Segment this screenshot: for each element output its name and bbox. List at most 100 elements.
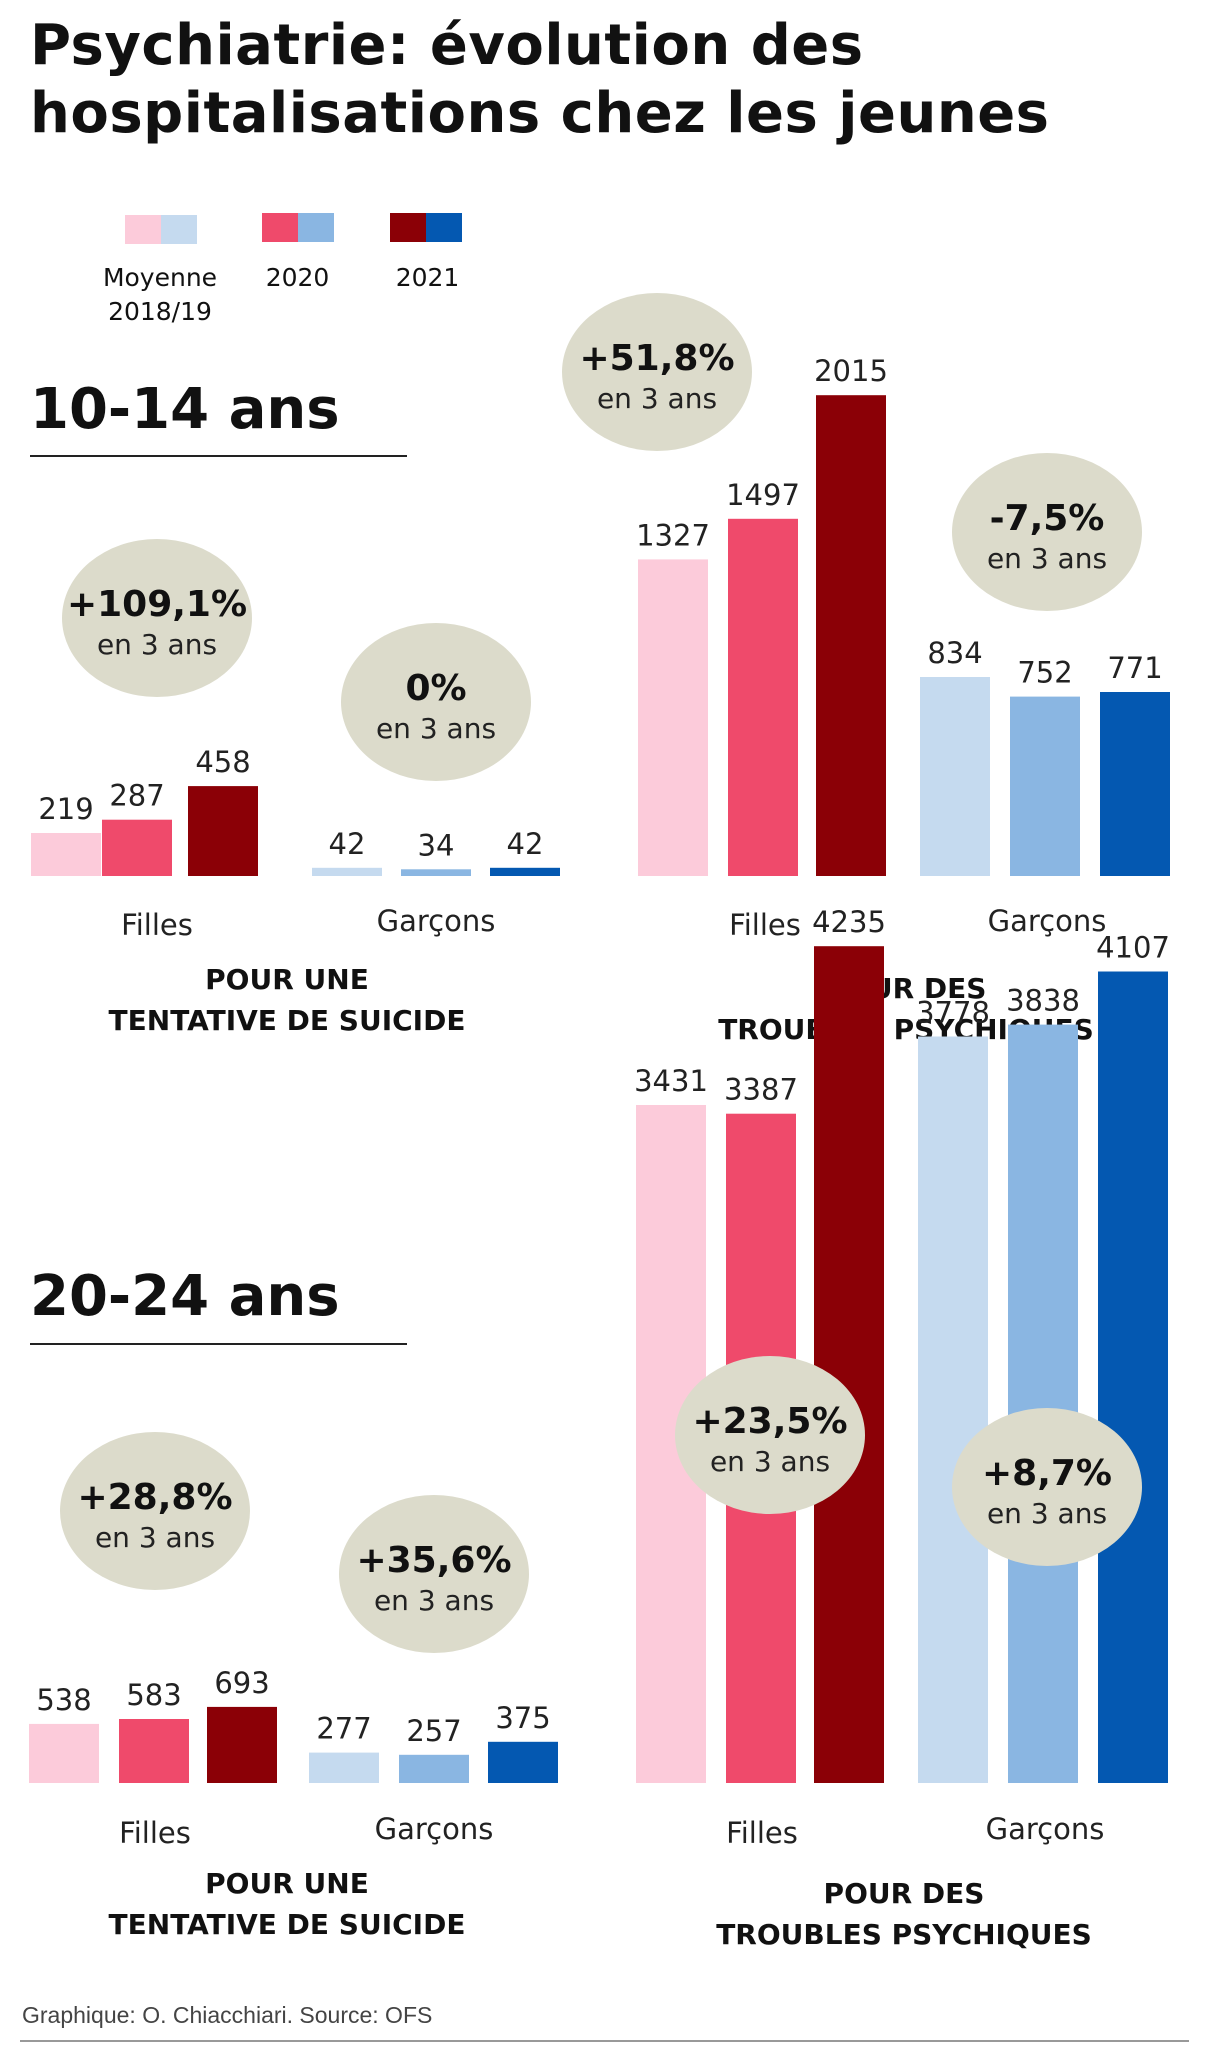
value-label: 3778 [916,996,990,1030]
page-title: Psychiatrie: évolution des hospitalisati… [30,13,1050,146]
change-value: +28,8% [77,1477,232,1518]
value-label: 257 [406,1714,461,1748]
change-value: +51,8% [579,338,734,379]
change-value: 0% [405,668,466,709]
change-bubble [60,1432,250,1590]
legend-swatch-avg-girls [125,215,161,244]
bar-chart4-filles-s3 [814,946,884,1783]
bar-chart4-garcons-s2 [1008,1024,1078,1783]
bar-chart3-filles-s3 [207,1706,277,1783]
value-label: 693 [214,1666,269,1700]
change-sublabel: en 3 ans [597,382,717,415]
bar-chart1-garcons-s2 [401,869,471,876]
bar-chart2-filles-s3 [816,395,886,876]
legend-swatch-2021-boys [426,213,462,242]
change-value: -7,5% [990,498,1105,539]
value-label: 34 [418,828,455,862]
change-sublabel: en 3 ans [710,1445,830,1478]
value-label: 771 [1107,651,1162,685]
value-label: 4235 [812,905,886,939]
chart-title-line2: TENTATIVE DE SUICIDE [109,1908,466,1941]
value-label: 3431 [634,1064,708,1098]
bar-chart1-garcons-s1 [312,867,382,876]
category-label: Filles [121,908,193,942]
category-label: Filles [729,908,801,942]
legend-swatch-2021-girls [390,213,426,242]
legend-swatch-2020-girls [262,213,298,242]
value-label: 375 [495,1701,550,1735]
section-rule-20-24 [30,1343,407,1345]
value-label: 1497 [726,478,800,512]
change-bubble [341,623,531,781]
bar-chart1-filles-s2 [102,819,172,876]
bar-chart3-garcons-s3 [488,1741,558,1783]
value-label: 277 [316,1712,371,1746]
footer-rule [20,2040,1189,2042]
bar-chart2-garcons-s1 [920,677,990,876]
bar-chart3-garcons-s1 [309,1752,379,1783]
chart-title-line1: POUR DES [824,1877,985,1910]
bar-chart3-garcons-s2 [399,1754,469,1783]
value-label: 3838 [1006,984,1080,1018]
legend-swatch-2020-boys [298,213,334,242]
legend-label-avg: Moyenne 2018/19 [90,261,230,329]
category-label: Garçons [375,1812,494,1846]
value-label: 287 [109,779,164,813]
value-label: 538 [36,1683,91,1717]
value-label: 752 [1017,656,1072,690]
chart-title-line2: TROUBLES PSYCHIQUES [716,1918,1092,1951]
bar-chart1-filles-s3 [188,786,258,876]
value-label: 834 [927,636,982,670]
section-heading-10-14: 10-14 ans [30,377,340,442]
bar-chart2-garcons-s2 [1010,696,1080,876]
chart-title-line2: TENTATIVE DE SUICIDE [109,1004,466,1037]
section-rule-10-14 [30,455,407,457]
change-bubble [952,1408,1142,1566]
value-label: 1327 [636,518,710,552]
change-bubble [952,453,1142,611]
chart-title-line1: POUR UNE [205,963,369,996]
bar-chart3-filles-s2 [119,1719,189,1783]
legend-label-avg-line2: 2018/19 [108,297,212,326]
bar-chart4-garcons-s3 [1098,971,1168,1783]
category-label: Garçons [986,1812,1105,1846]
change-bubble [562,293,752,451]
change-value: +35,6% [356,1540,511,1581]
bar-chart2-filles-s2 [728,518,798,876]
value-label: 2015 [814,354,888,388]
category-label: Filles [726,1816,798,1850]
bar-chart1-filles-s1 [31,833,101,876]
chart-title-line1: POUR UNE [205,1867,369,1900]
change-sublabel: en 3 ans [376,712,496,745]
value-label: 583 [126,1678,181,1712]
bar-chart2-filles-s1 [638,559,708,876]
change-sublabel: en 3 ans [987,542,1107,575]
change-bubble [62,539,252,697]
change-value: +23,5% [692,1401,847,1442]
change-sublabel: en 3 ans [987,1497,1107,1530]
value-label: 42 [329,827,366,861]
change-value: +109,1% [67,584,247,625]
value-label: 3387 [724,1073,798,1107]
change-sublabel: en 3 ans [95,1521,215,1554]
bar-chart4-garcons-s1 [918,1036,988,1783]
legend-label-2020: 2020 [265,263,330,292]
change-value: +8,7% [982,1453,1112,1494]
legend-swatch-avg-boys [161,215,197,244]
legend-label-avg-line1: Moyenne [102,263,218,292]
change-bubble [675,1356,865,1514]
value-label: 42 [507,827,544,861]
bar-chart3-filles-s1 [29,1723,99,1783]
section-heading-20-24: 20-24 ans [30,1264,340,1329]
value-label: 458 [195,745,250,779]
category-label: Garçons [377,904,496,938]
value-label: 219 [38,792,93,826]
value-label: 4107 [1096,931,1170,965]
footer-credit: Graphique: O. Chiacchiari. Source: OFS [22,2002,433,2028]
change-bubble [339,1495,529,1653]
change-sublabel: en 3 ans [374,1584,494,1617]
category-label: Garçons [988,904,1107,938]
change-sublabel: en 3 ans [97,628,217,661]
legend-label-2021: 2021 [395,263,460,292]
